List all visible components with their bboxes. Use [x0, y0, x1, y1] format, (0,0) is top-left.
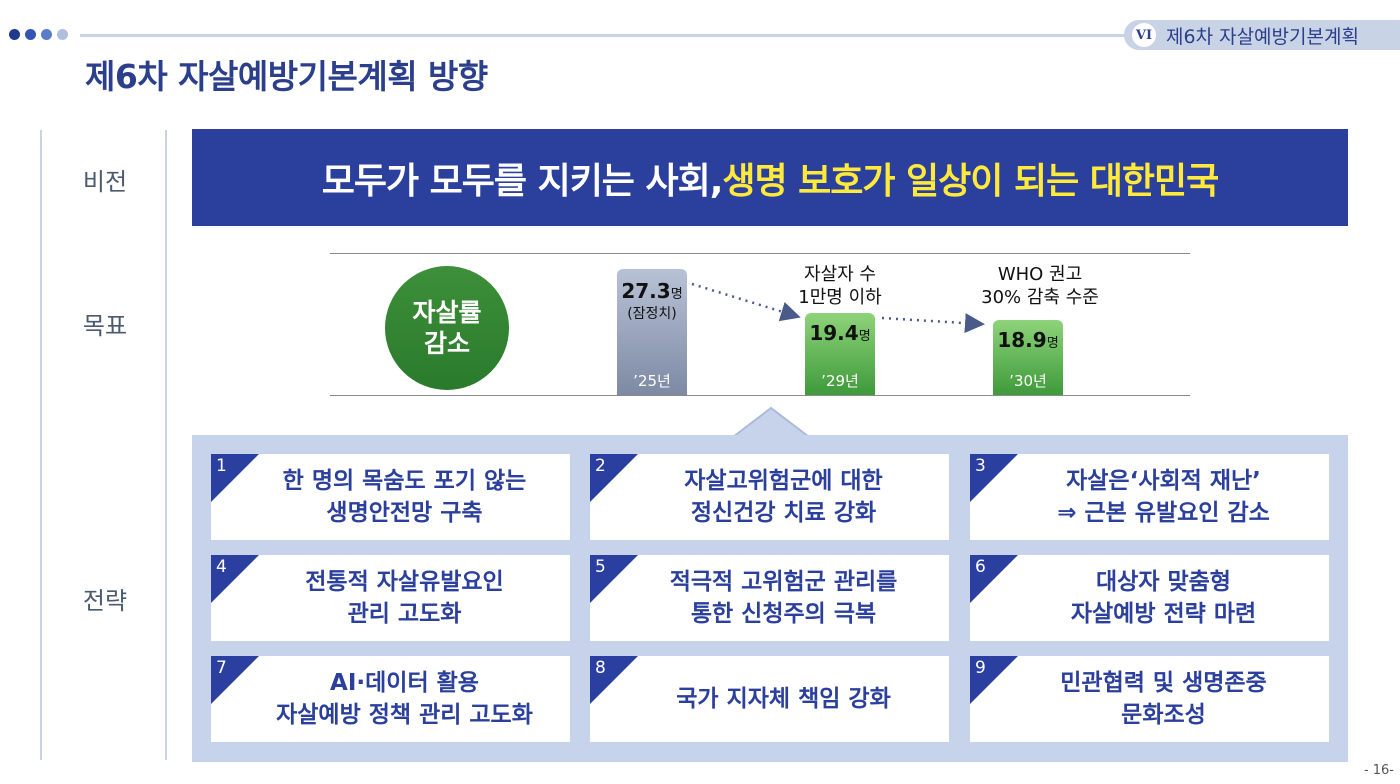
- strategy-number: 6: [975, 557, 986, 577]
- vision-text-highlight: 생명 보호가 일상이 되는 대한민국: [722, 160, 1219, 202]
- note-2029: 자살자 수 1만명 이하: [798, 264, 882, 309]
- note-2030: WHO 권고 30% 감축 수준: [981, 264, 1099, 309]
- vision-banner: 모두가 모두를 지키는 사회, 생명 보호가 일상이 되는 대한민국: [192, 129, 1348, 226]
- strategy-number: 2: [595, 456, 606, 476]
- number-corner: [590, 454, 638, 502]
- strategy-text: 국가 지자체 책임 강화: [676, 685, 891, 712]
- chapter-number-badge: VI: [1132, 23, 1156, 47]
- goal-top-rule: [330, 253, 1190, 254]
- strategy-text: 자살은‘사회적 재난’ ⇒ 근본 유발요인 감소: [1057, 467, 1270, 526]
- number-corner: [211, 454, 259, 502]
- strategy-text: AI·데이터 활용 자살예방 정책 관리 고도화: [276, 669, 533, 728]
- label-divider: [165, 130, 167, 760]
- number-corner: [211, 555, 259, 603]
- strategy-text: 전통적 자살유발요인 관리 고도화: [305, 568, 504, 627]
- strategy-card-4: 4 전통적 자살유발요인 관리 고도화: [211, 555, 570, 641]
- bar-2025-sub: (잠정치): [627, 306, 677, 322]
- strategy-number: 9: [975, 658, 986, 678]
- arrow-25-to-29: [691, 282, 801, 322]
- number-corner: [970, 454, 1018, 502]
- goal-circle-line2: 감소: [423, 329, 470, 358]
- arrow-29-to-30: [881, 313, 985, 334]
- strategy-number: 7: [216, 658, 227, 678]
- dot-4: [57, 29, 68, 40]
- goal-bottom-rule: [330, 395, 1190, 396]
- strategy-text: 한 명의 목숨도 포기 않는 생명안전망 구축: [282, 467, 527, 526]
- bar-2029-year: ’29년: [821, 372, 859, 390]
- strategy-card-3: 3 자살은‘사회적 재난’ ⇒ 근본 유발요인 감소: [970, 454, 1329, 540]
- strategy-label: 전략: [82, 587, 128, 615]
- strategy-card-2: 2 자살고위험군에 대한 정신건강 치료 강화: [590, 454, 949, 540]
- strategy-text: 대상자 맞춤형 자살예방 전략 마련: [1070, 568, 1257, 627]
- bar-2029: 19.4명 ’29년: [805, 313, 875, 395]
- strategy-panel: 1 한 명의 목숨도 포기 않는 생명안전망 구축 2 자살고위험군에 대한 정…: [192, 435, 1348, 762]
- number-corner: [970, 656, 1018, 704]
- strategy-text: 자살고위험군에 대한 정신건강 치료 강화: [684, 467, 883, 526]
- dot-3: [41, 29, 52, 40]
- number-corner: [590, 555, 638, 603]
- goal-label: 목표: [82, 312, 128, 340]
- bar-2025-year: ’25년: [633, 372, 671, 390]
- strategy-card-5: 5 적극적 고위험군 관리를 통한 신청주의 극복: [590, 555, 949, 641]
- goal-circle-line1: 자살률: [412, 297, 482, 327]
- strategy-text: 민관협력 및 생명존중 문화조성: [1060, 669, 1267, 728]
- dot-2: [25, 29, 36, 40]
- strategy-number: 1: [216, 456, 227, 476]
- strategy-number: 4: [216, 557, 227, 577]
- strategy-card-9: 9 민관협력 및 생명존중 문화조성: [970, 656, 1329, 742]
- bar-2025-value: 27.3명: [621, 279, 683, 303]
- number-corner: [211, 656, 259, 704]
- left-divider: [40, 130, 42, 760]
- chapter-tab: VI 제6차 자살예방기본계획: [1124, 20, 1400, 50]
- strategy-number: 3: [975, 456, 986, 476]
- number-corner: [970, 555, 1018, 603]
- header-divider: [80, 34, 1130, 37]
- strategy-number: 8: [595, 658, 606, 678]
- bar-2030: 18.9명 ’30년: [993, 320, 1063, 395]
- decorative-dots: [9, 29, 68, 40]
- page-title: 제6차 자살예방기본계획 방향: [85, 57, 488, 96]
- dot-1: [9, 29, 20, 40]
- bar-2029-value: 19.4명: [809, 321, 871, 345]
- bar-2025: 27.3명 (잠정치) ’25년: [617, 269, 687, 395]
- goal-circle: 자살률 감소: [385, 266, 509, 390]
- strategy-text: 적극적 고위험군 관리를 통한 신청주의 극복: [669, 568, 898, 627]
- chapter-title: 제6차 자살예방기본계획: [1166, 25, 1359, 48]
- page-number: - 16-: [1363, 763, 1394, 778]
- bar-2030-value: 18.9명: [997, 328, 1059, 352]
- strategy-card-7: 7 AI·데이터 활용 자살예방 정책 관리 고도화: [211, 656, 570, 742]
- number-corner: [590, 656, 638, 704]
- vision-text-white: 모두가 모두를 지키는 사회,: [321, 160, 724, 202]
- vision-label: 비전: [82, 168, 128, 196]
- strategy-number: 5: [595, 557, 606, 577]
- strategy-card-6: 6 대상자 맞춤형 자살예방 전략 마련: [970, 555, 1329, 641]
- strategy-card-8: 8 국가 지자체 책임 강화: [590, 656, 949, 742]
- bar-2030-year: ’30년: [1009, 372, 1047, 390]
- strategy-card-1: 1 한 명의 목숨도 포기 않는 생명안전망 구축: [211, 454, 570, 540]
